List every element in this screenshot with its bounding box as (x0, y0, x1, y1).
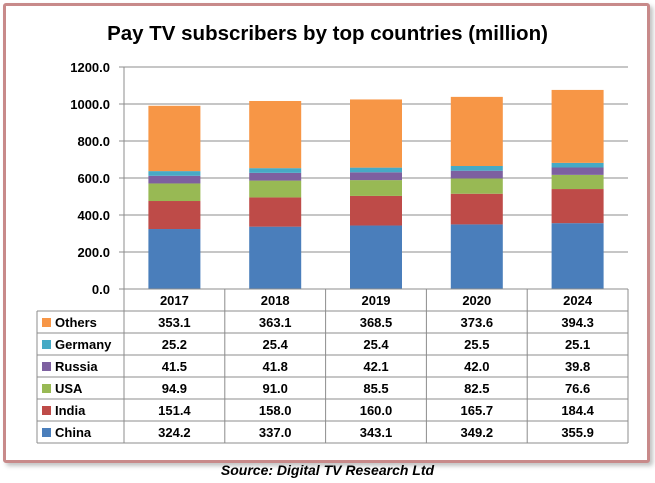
data-label: 368.5 (360, 315, 393, 330)
data-label: 165.7 (461, 403, 494, 418)
bar-segment-china (450, 224, 503, 289)
bar-segment-china (350, 225, 402, 289)
bar-segment-china (249, 226, 302, 289)
data-label: 373.6 (461, 315, 494, 330)
x-tick-label: 2017 (160, 293, 189, 308)
data-label: 76.6 (565, 381, 590, 396)
data-label: 363.1 (259, 315, 292, 330)
data-label: 25.1 (565, 337, 590, 352)
bar-segment-russia (450, 170, 503, 179)
legend-key-germany (42, 340, 51, 349)
x-tick-label: 2024 (563, 293, 593, 308)
data-label: 151.4 (158, 403, 191, 418)
series-label: India (55, 403, 86, 418)
data-label: 324.2 (158, 425, 191, 440)
data-label: 349.2 (461, 425, 494, 440)
bar-segment-russia (350, 172, 402, 181)
data-label: 41.8 (263, 359, 288, 374)
bar-segment-usa (350, 180, 402, 196)
data-label: 42.0 (464, 359, 489, 374)
series-label: Russia (55, 359, 98, 374)
bar-segment-india (249, 197, 302, 227)
data-label: 158.0 (259, 403, 292, 418)
data-label: 394.3 (561, 315, 594, 330)
bar-segment-others (450, 96, 503, 166)
y-tick-label: 800.0 (77, 134, 110, 149)
bar-segment-india (450, 193, 503, 225)
source-note: Source: Digital TV Research Ltd (220, 462, 435, 478)
data-label: 94.9 (162, 381, 187, 396)
bar-segment-russia (148, 175, 201, 184)
y-tick-label: 0.0 (92, 282, 110, 297)
bar-segment-india (551, 189, 604, 224)
data-label: 42.1 (363, 359, 388, 374)
y-tick-label: 400.0 (77, 208, 110, 223)
data-label: 337.0 (259, 425, 292, 440)
data-label: 25.2 (162, 337, 187, 352)
data-label: 184.4 (561, 403, 594, 418)
legend-key-india (42, 406, 51, 415)
x-tick-label: 2020 (462, 293, 491, 308)
bar-segment-germany (249, 168, 302, 173)
chart-title: Pay TV subscribers by top countries (mil… (107, 22, 548, 45)
data-label: 25.5 (464, 337, 489, 352)
x-tick-label: 2019 (362, 293, 391, 308)
bar-segment-china (551, 223, 604, 289)
data-label: 85.5 (363, 381, 388, 396)
bar-segment-russia (551, 167, 604, 175)
data-label: 91.0 (263, 381, 288, 396)
bar-segment-germany (450, 165, 503, 171)
bar-segment-others (551, 89, 604, 163)
bar-segment-india (350, 195, 402, 226)
bar-segment-india (148, 201, 201, 230)
chart-frame (3, 3, 650, 463)
data-label: 82.5 (464, 381, 489, 396)
bar-segment-others (249, 100, 302, 169)
legend-key-others (42, 318, 51, 327)
data-label: 355.9 (561, 425, 594, 440)
y-tick-label: 600.0 (77, 171, 110, 186)
bar-segment-usa (551, 174, 604, 190)
bar-segment-others (350, 99, 402, 168)
series-label: China (55, 425, 92, 440)
legend-key-china (42, 428, 51, 437)
y-tick-label: 1000.0 (70, 97, 110, 112)
bar-segment-others (148, 105, 201, 172)
bar-segment-china (148, 229, 201, 289)
series-label: Germany (55, 337, 112, 352)
bar-segment-germany (148, 171, 201, 176)
bar-segment-usa (148, 183, 201, 202)
y-tick-label: 1200.0 (70, 60, 110, 75)
data-label: 343.1 (360, 425, 393, 440)
series-label: USA (55, 381, 83, 396)
legend-key-russia (42, 362, 51, 371)
data-label: 25.4 (363, 337, 389, 352)
legend-key-usa (42, 384, 51, 393)
data-label: 353.1 (158, 315, 191, 330)
data-label: 160.0 (360, 403, 393, 418)
bar-segment-usa (249, 180, 302, 198)
y-tick-label: 200.0 (77, 245, 110, 260)
data-label: 41.5 (162, 359, 187, 374)
bar-segment-russia (249, 172, 302, 181)
series-label: Others (55, 315, 97, 330)
x-tick-label: 2018 (261, 293, 290, 308)
bar-segment-germany (551, 162, 604, 168)
bar-segment-usa (450, 178, 503, 194)
data-label: 39.8 (565, 359, 590, 374)
data-label: 25.4 (263, 337, 289, 352)
bar-segment-germany (350, 167, 402, 173)
